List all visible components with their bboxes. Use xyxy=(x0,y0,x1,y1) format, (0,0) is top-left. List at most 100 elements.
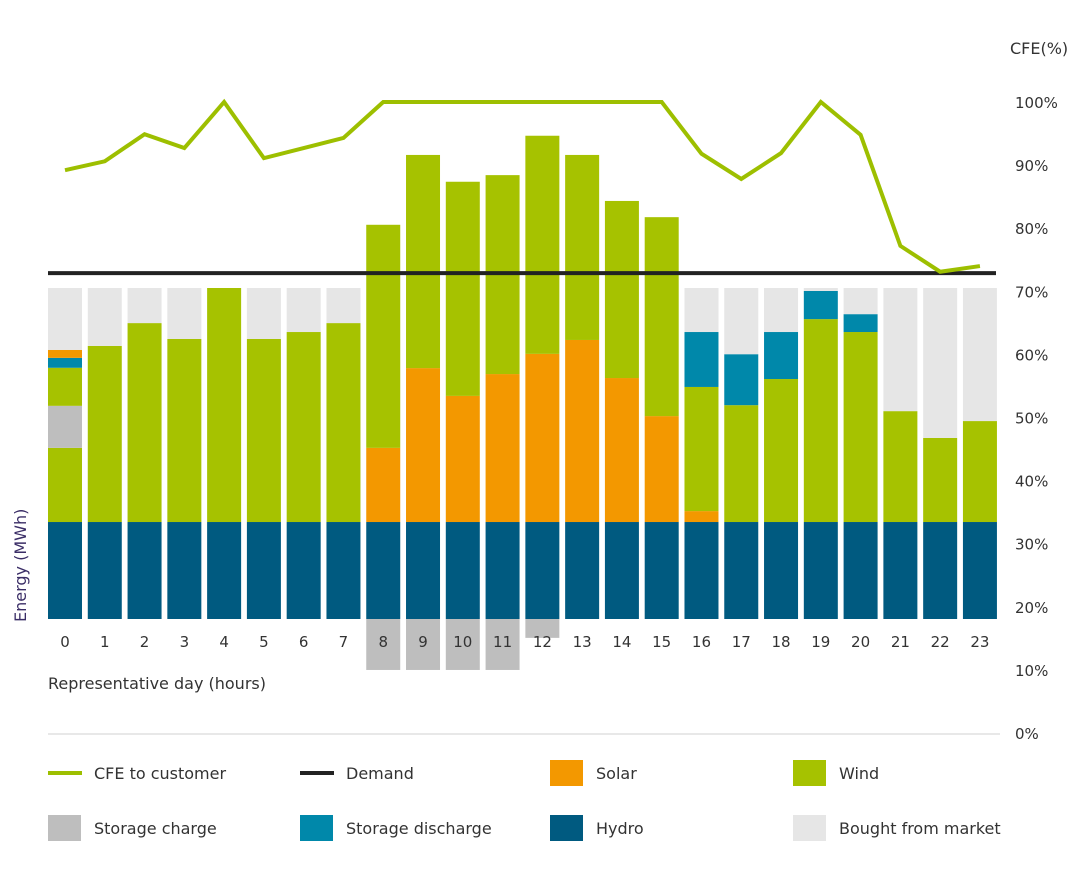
bar-segment-hydro xyxy=(724,522,759,619)
bar-segment-solar xyxy=(644,416,679,523)
bar-segment-wind xyxy=(366,224,401,448)
bar-segment-wind xyxy=(326,323,361,523)
x-tick-label: 3 xyxy=(180,633,190,651)
bar-segment-storage-charge xyxy=(366,619,401,670)
bar-segment-hydro xyxy=(207,522,242,619)
bar-segment-wind xyxy=(286,332,321,523)
bar-segment-hydro xyxy=(167,522,202,619)
bar-segment-wind xyxy=(843,332,878,523)
bar-segment-wind xyxy=(923,437,958,523)
bar-segment-market xyxy=(764,288,799,333)
x-tick-label: 1 xyxy=(100,633,110,651)
x-tick-label: 21 xyxy=(891,633,910,651)
bar-segment-wind xyxy=(406,154,441,369)
bar-segment-market xyxy=(724,288,759,355)
legend-item-cfe: CFE to customer xyxy=(48,764,226,783)
x-tick-label: 13 xyxy=(573,633,592,651)
cfe-tick-label: 30% xyxy=(1015,536,1048,554)
bar-segment-storage-discharge xyxy=(684,332,719,387)
legend-label: Demand xyxy=(346,764,414,783)
legend-swatch-line xyxy=(48,771,82,775)
x-tick-label: 7 xyxy=(339,633,349,651)
bar-segment-hydro xyxy=(883,522,918,619)
x-tick-label: 14 xyxy=(612,633,631,651)
bar-segment-storage-charge xyxy=(445,619,480,670)
x-axis-title: Representative day (hours) xyxy=(48,674,266,693)
legend-swatch-box xyxy=(793,815,826,841)
bar-segment-hydro xyxy=(803,522,838,619)
bar-segment-wind xyxy=(127,323,162,523)
bar-segment-market xyxy=(326,288,361,324)
bar-segment-market xyxy=(684,288,719,333)
bar-segment-wind xyxy=(684,386,719,512)
bar-segment-storage-discharge xyxy=(843,314,878,333)
bar-segment-hydro xyxy=(962,522,997,619)
bar-segment-solar xyxy=(366,447,401,523)
legend-item-storage-charge: Storage charge xyxy=(48,815,217,841)
cfe-tick-label: 10% xyxy=(1015,662,1048,680)
bar-segment-market xyxy=(843,288,878,315)
bar-segment-wind xyxy=(883,411,918,523)
bar-segment-hydro xyxy=(326,522,361,619)
x-tick-label: 22 xyxy=(931,633,950,651)
bar-segment-market xyxy=(923,288,958,438)
x-tick-label: 10 xyxy=(453,633,472,651)
bar-segment-hydro xyxy=(445,522,480,619)
bar-segment-market xyxy=(803,288,838,291)
x-tick-label: 6 xyxy=(299,633,309,651)
cfe-tick-label: 80% xyxy=(1015,220,1048,238)
bar-segment-hydro xyxy=(87,522,122,619)
bar-segment-storage-discharge xyxy=(803,290,838,320)
bar-segment-storage-charge xyxy=(525,619,560,638)
bar-segment-hydro xyxy=(843,522,878,619)
cfe-tick-label: 100% xyxy=(1015,94,1058,112)
bar-segment-storage-charge xyxy=(485,619,520,670)
cfe-axis-ticks: 0% 10% 20% 30% 40% 50% 60% 70% 80% 90% 100% xyxy=(1015,94,1058,743)
bar-segment-hydro xyxy=(406,522,441,619)
bar-segment-hydro xyxy=(565,522,600,619)
legend-label: Wind xyxy=(839,764,879,783)
cfe-axis-title: CFE(%) xyxy=(1010,39,1068,58)
y-axis-title: Energy (MWh) xyxy=(11,509,30,622)
bar-segment-storage-charge xyxy=(48,405,82,448)
bar-segment-market xyxy=(286,288,321,333)
x-tick-label: 23 xyxy=(970,633,989,651)
bar-segment-solar xyxy=(485,374,520,523)
x-axis-ticks: 0 1 2 3 4 5 6 7 8 9 10 11 12 13 14 15 16 17 18 19 20 21 22 23 xyxy=(60,633,989,651)
cfe-tick-label: 60% xyxy=(1015,346,1048,364)
bar-segment-market xyxy=(127,288,162,324)
bar-segment-wind xyxy=(803,319,838,523)
stacked-bars xyxy=(48,135,997,670)
bar-segment-solar xyxy=(604,378,639,523)
bar-segment-hydro xyxy=(127,522,162,619)
cfe-tick-label: 40% xyxy=(1015,473,1048,491)
bar-segment-market xyxy=(962,288,997,422)
x-tick-label: 20 xyxy=(851,633,870,651)
x-tick-label: 9 xyxy=(418,633,428,651)
bar-segment-solar xyxy=(565,339,600,523)
legend-label: Storage charge xyxy=(94,819,217,838)
bar-segment-storage-charge xyxy=(406,619,441,670)
bar-segment-market xyxy=(246,288,281,339)
bar-segment-hydro xyxy=(525,522,560,619)
bar-segment-hydro xyxy=(286,522,321,619)
legend-label: Storage discharge xyxy=(346,819,492,838)
legend-swatch-box xyxy=(48,815,81,841)
bar-segment-wind xyxy=(604,200,639,379)
legend-swatch-box xyxy=(550,760,583,786)
bar-segment-hydro xyxy=(684,522,719,619)
x-tick-label: 0 xyxy=(60,633,70,651)
x-tick-label: 16 xyxy=(692,633,711,651)
bar-segment-wind xyxy=(87,345,122,523)
bar-segment-storage-discharge xyxy=(764,332,799,380)
bar-segment-market xyxy=(87,288,122,346)
legend-label: Bought from market xyxy=(839,819,1001,838)
legend-item-market: Bought from market xyxy=(793,815,1001,841)
bar-segment-wind xyxy=(644,217,679,417)
bar-segment-wind xyxy=(724,405,759,523)
bar-segment-wind xyxy=(207,288,242,523)
legend-swatch-box xyxy=(793,760,826,786)
x-tick-label: 11 xyxy=(493,633,512,651)
legend: CFE to customer Demand Solar Wind Storage ch… xyxy=(48,760,1001,841)
bar-segment-wind xyxy=(48,447,82,523)
